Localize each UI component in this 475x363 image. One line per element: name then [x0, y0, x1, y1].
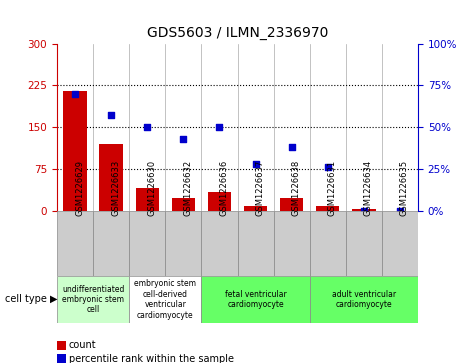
Text: adult ventricular
cardiomyocyte: adult ventricular cardiomyocyte [332, 290, 396, 309]
Bar [208, 192, 231, 211]
Point [71, 91, 79, 97]
Bar [244, 206, 267, 211]
Bar [280, 198, 304, 211]
Bar [310, 276, 418, 323]
Bar [99, 144, 123, 211]
Bar [165, 211, 201, 276]
Point [324, 164, 332, 170]
Bar [310, 211, 346, 276]
Bar [93, 211, 129, 276]
Text: fetal ventricular
cardiomyocyte: fetal ventricular cardiomyocyte [225, 290, 286, 309]
Bar [238, 211, 274, 276]
Bar [201, 211, 238, 276]
Point [396, 208, 404, 213]
Point [143, 124, 151, 130]
Bar [135, 188, 159, 211]
Point [252, 161, 259, 167]
Point [360, 208, 368, 213]
Text: GSM1226633: GSM1226633 [111, 159, 120, 216]
Text: percentile rank within the sample: percentile rank within the sample [69, 354, 234, 363]
Bar [129, 211, 165, 276]
Point [216, 124, 223, 130]
Text: GSM1226632: GSM1226632 [183, 160, 192, 216]
Text: GSM1226635: GSM1226635 [400, 160, 409, 216]
Bar [201, 276, 310, 323]
Text: GSM1226631: GSM1226631 [328, 160, 337, 216]
Title: GDS5603 / ILMN_2336970: GDS5603 / ILMN_2336970 [147, 26, 328, 40]
Bar [171, 198, 195, 211]
Bar [274, 211, 310, 276]
Bar [382, 211, 418, 276]
Text: GSM1226637: GSM1226637 [256, 159, 265, 216]
Point [180, 136, 187, 142]
Text: embryonic stem
cell-derived
ventricular
cardiomyocyte: embryonic stem cell-derived ventricular … [134, 280, 196, 319]
Text: GSM1226630: GSM1226630 [147, 160, 156, 216]
Text: count: count [69, 340, 96, 350]
Text: undifferentiated
embryonic stem
cell: undifferentiated embryonic stem cell [62, 285, 124, 314]
Bar [57, 276, 129, 323]
Bar [57, 211, 93, 276]
Text: GSM1226634: GSM1226634 [364, 160, 373, 216]
Point [107, 113, 115, 118]
Text: cell type ▶: cell type ▶ [5, 294, 57, 305]
Bar [346, 211, 382, 276]
Bar [129, 276, 201, 323]
Bar [352, 209, 376, 211]
Point [288, 144, 295, 150]
Text: GSM1226629: GSM1226629 [75, 160, 84, 216]
Text: GSM1226638: GSM1226638 [292, 159, 301, 216]
Text: GSM1226636: GSM1226636 [219, 159, 228, 216]
Bar [63, 91, 87, 211]
Bar [316, 206, 340, 211]
